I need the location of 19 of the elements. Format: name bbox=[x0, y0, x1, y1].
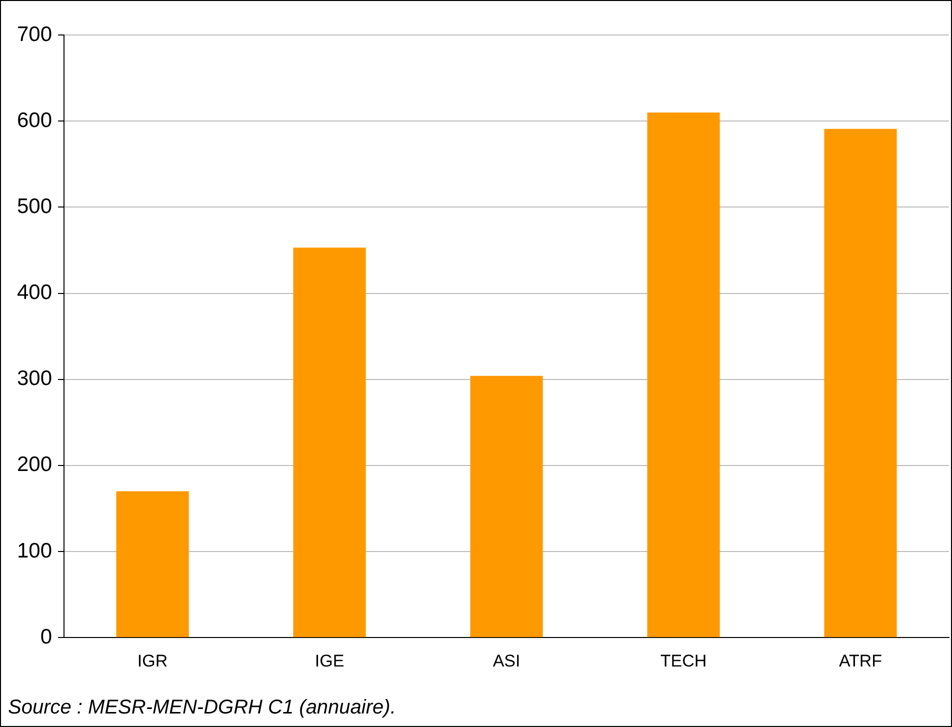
y-tick-label: 400 bbox=[16, 281, 52, 304]
y-tick-label: 600 bbox=[16, 108, 52, 132]
y-tick-label: 100 bbox=[16, 539, 52, 562]
x-tick-label: ATRF bbox=[838, 651, 882, 670]
x-tick-label: ASI bbox=[492, 651, 520, 670]
x-tick-label: IGR bbox=[137, 651, 168, 670]
source-note: Source : MESR-MEN-DGRH C1 (annuaire). bbox=[8, 696, 396, 719]
y-tick-label: 500 bbox=[16, 194, 52, 218]
y-tick-label: 300 bbox=[16, 367, 52, 390]
bar bbox=[116, 491, 189, 638]
x-tick-label: IGE bbox=[314, 651, 344, 670]
y-tick-label: 200 bbox=[16, 453, 52, 476]
x-tick-label: TECH bbox=[660, 651, 707, 670]
bar bbox=[824, 128, 897, 638]
y-tick-label: 0 bbox=[40, 625, 52, 648]
bar bbox=[470, 376, 543, 638]
bar bbox=[293, 248, 366, 638]
y-tick-label: 700 bbox=[16, 22, 52, 46]
bar bbox=[647, 112, 720, 638]
